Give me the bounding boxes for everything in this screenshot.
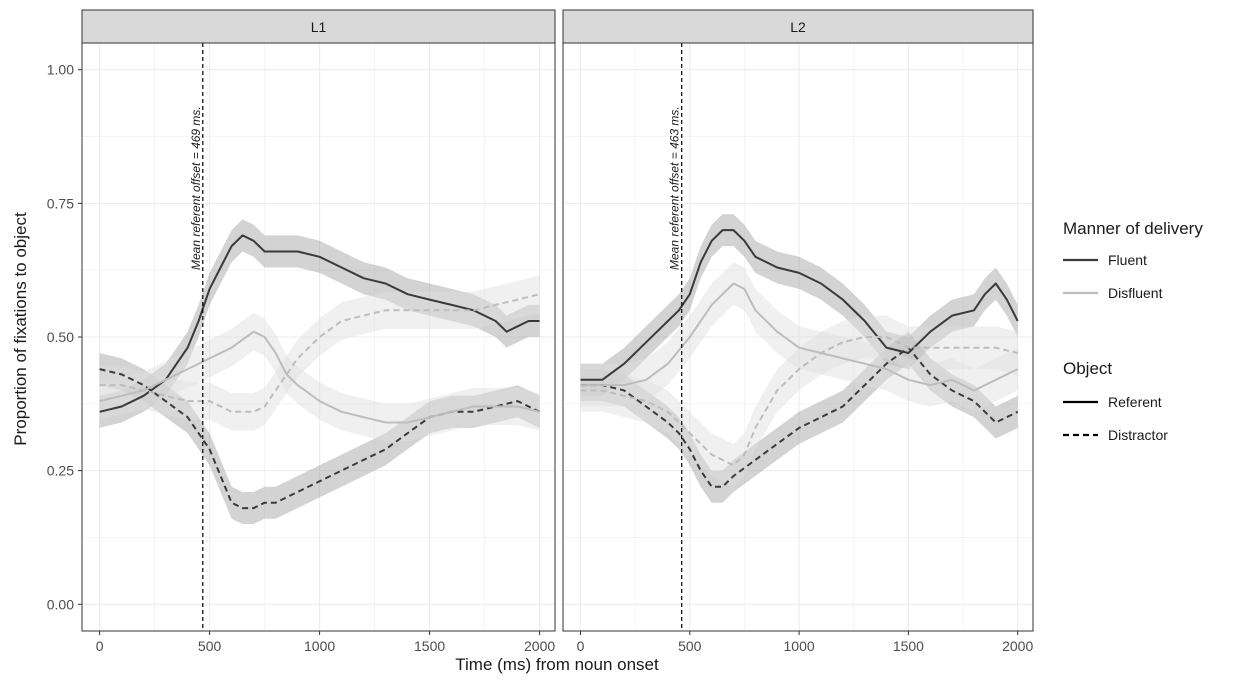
- x-tick-label: 500: [198, 638, 222, 654]
- x-tick-label: 2000: [1002, 638, 1033, 654]
- y-axis-title: Proportion of fixations to object: [11, 212, 30, 446]
- series-line-disfluent-referent: [99, 330, 540, 424]
- facet-l1: L1 Mean referent offset = 469 ms. 0 500 1000…: [47, 9, 556, 654]
- legend-label-distractor: Distractor: [1108, 427, 1168, 443]
- legend-label-referent: Referent: [1108, 394, 1162, 410]
- series-line-fluent-distractor: [580, 346, 1019, 488]
- ribbon-fluent-distractor: [99, 353, 540, 525]
- ribbon-disfluent-referent: [580, 262, 1018, 412]
- panel-border: [562, 42, 1034, 632]
- y-tick-label: 0.00: [47, 596, 74, 612]
- x-tick-label: 1000: [304, 638, 335, 654]
- ribbon-disfluent-distractor: [99, 275, 540, 431]
- y-tick-label: 0.75: [47, 195, 74, 211]
- x-tick-label: 0: [577, 638, 585, 654]
- series-line-fluent-referent: [580, 229, 1019, 381]
- facet-label: L2: [790, 19, 806, 35]
- mean-offset-label: Mean referent offset = 463 ms.: [668, 106, 682, 270]
- legend-title: Object: [1063, 359, 1112, 378]
- legend: Manner of delivery Fluent Disfluent Object R…: [1063, 219, 1203, 443]
- x-tick-label: 1000: [784, 638, 815, 654]
- series-line-disfluent-distractor: [99, 293, 540, 413]
- x-tick-label: 1500: [893, 638, 924, 654]
- facet-panels: L1 Mean referent offset = 469 ms. 0 500 1000…: [47, 9, 1034, 654]
- facet-label: L1: [311, 19, 327, 35]
- x-tick-label: 0: [96, 638, 104, 654]
- series-line-fluent-referent: [99, 234, 540, 413]
- legend-title: Manner of delivery: [1063, 219, 1203, 238]
- ribbon-disfluent-referent: [99, 312, 540, 442]
- x-tick-label: 2000: [524, 638, 555, 654]
- facet-strip: [562, 9, 1034, 44]
- x-axis-title: Time (ms) from noun onset: [455, 655, 659, 674]
- x-tick-label: 500: [678, 638, 702, 654]
- ribbon-fluent-distractor: [580, 331, 1018, 503]
- ribbon-fluent-referent: [580, 214, 1018, 396]
- series-line-disfluent-referent: [580, 282, 1019, 392]
- y-tick-label: 1.00: [47, 62, 74, 78]
- facet-strip: [81, 9, 556, 44]
- x-tick-label: 1500: [414, 638, 445, 654]
- ribbon-fluent-referent: [99, 219, 540, 428]
- y-tick-label: 0.50: [47, 329, 74, 345]
- y-tick-label: 0.25: [47, 463, 74, 479]
- facet-l2: L2 Mean referent offset = 463 ms. 0 500 1000…: [562, 9, 1034, 654]
- ribbon-disfluent-distractor: [580, 315, 1018, 487]
- mean-offset-label: Mean referent offset = 469 ms.: [189, 106, 203, 270]
- legend-label-fluent: Fluent: [1108, 252, 1147, 268]
- legend-label-disfluent: Disfluent: [1108, 285, 1163, 301]
